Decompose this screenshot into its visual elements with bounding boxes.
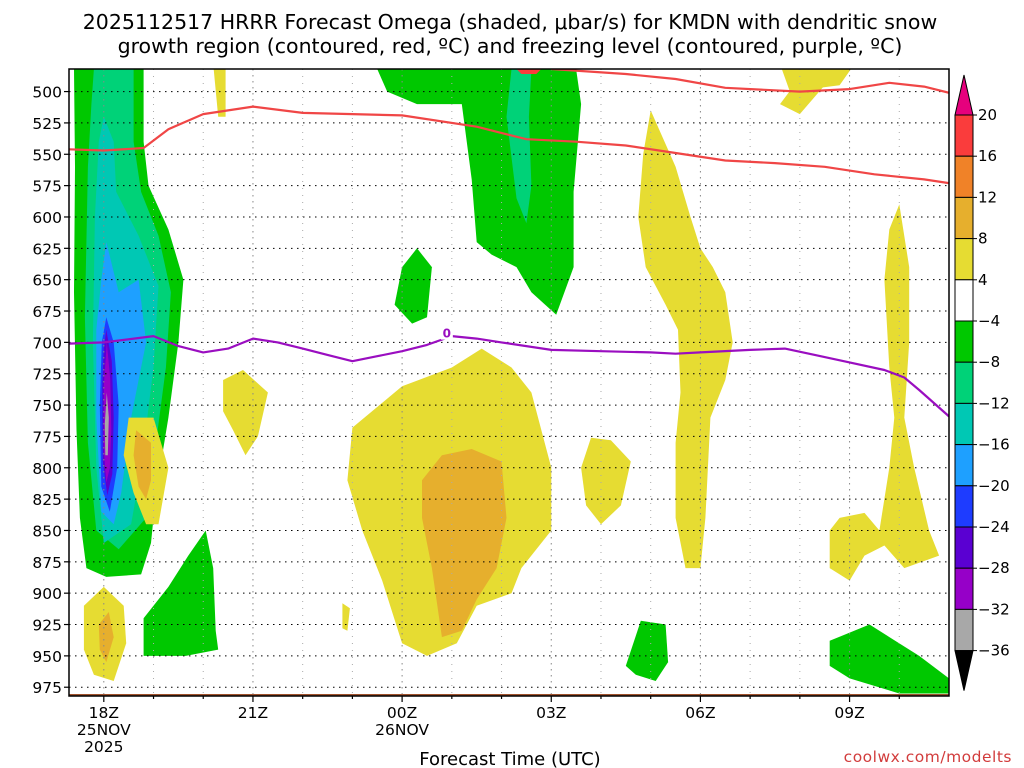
- omega-region--8to-4: [143, 530, 219, 656]
- y-tick-label: 950: [32, 648, 62, 666]
- freezing-level-contour: [69, 335, 949, 418]
- x-tick-label: 26NOV: [375, 721, 429, 739]
- omega-region-4to8: [223, 370, 268, 456]
- colorbar-swatch: [954, 196, 974, 240]
- x-tick-label: 21Z: [238, 704, 268, 722]
- y-tick-label: 975: [32, 679, 62, 697]
- colorbar-label: 8: [978, 230, 988, 248]
- freezing-level-label-bg: [440, 325, 453, 340]
- y-tick-label: 750: [32, 397, 62, 415]
- y-axis: 500 525 550 575 600 625 650 675 700 725 750 775 800 8…: [32, 84, 69, 697]
- y-tick-label: 500: [32, 84, 62, 102]
- omega-region-4to8: [780, 77, 825, 115]
- omega-region-4to8: [581, 437, 631, 525]
- colorbar-swatch: [954, 238, 974, 281]
- colorbar-label: −4: [978, 312, 1000, 330]
- colorbar-label: −20: [978, 477, 1010, 495]
- omega-region-16to20: [516, 69, 542, 74]
- y-tick-label: 875: [32, 554, 62, 572]
- colorbar-label: 12: [978, 188, 997, 206]
- omega-region--12to-8: [506, 69, 532, 224]
- colorbar-label: 20: [978, 106, 997, 124]
- y-tick-label: 525: [32, 115, 62, 133]
- dgz-contour-red-lower: [551, 69, 949, 94]
- colorbar-swatch: [954, 444, 974, 487]
- omega-region-4to8: [342, 603, 350, 631]
- colorbar-label: −8: [978, 353, 1000, 371]
- omega-region-4to8: [829, 204, 940, 581]
- omega-region--8to-4: [829, 624, 949, 694]
- omega-region--8to-4: [394, 248, 432, 324]
- colorbar-swatch: [954, 114, 974, 157]
- colorbar-arrow-top: [954, 74, 974, 116]
- grid-lines: [69, 69, 949, 696]
- y-tick-label: 550: [32, 146, 62, 164]
- y-tick-label: 575: [32, 178, 62, 196]
- colorbar-swatch: [954, 608, 974, 652]
- colorbar-label: 16: [978, 147, 997, 165]
- colorbar-swatch: [954, 402, 974, 446]
- colorbar-swatch: [954, 320, 974, 363]
- omega-region-8to12: [133, 430, 151, 500]
- omega-region-8to12: [98, 612, 114, 663]
- y-tick-label: 925: [32, 617, 62, 635]
- y-tick-label: 675: [32, 303, 62, 321]
- freezing-level-label: 0: [443, 327, 451, 341]
- chart-title-line-2: growth region (contoured, red, ºC) and f…: [118, 34, 903, 58]
- colorbar-label: −28: [978, 559, 1010, 577]
- contour-lines: 0: [69, 69, 949, 418]
- ground-surface: [69, 694, 949, 696]
- omega-region-8to12: [422, 449, 507, 638]
- x-tick-label: 09Z: [834, 704, 864, 722]
- y-tick-label: 700: [32, 334, 62, 352]
- omega-region--8to-4: [625, 620, 669, 681]
- colorbar-swatch: [954, 526, 974, 569]
- x-axis-title: Forecast Time (UTC): [419, 749, 600, 768]
- colorbar-label: −36: [978, 642, 1010, 660]
- omega-region--36to-32: [104, 392, 109, 456]
- colorbar-label: −32: [978, 600, 1010, 618]
- colorbar-swatch: [954, 485, 974, 528]
- colorbar-label: −12: [978, 394, 1010, 412]
- plot-frame: [68, 68, 950, 697]
- y-tick-label: 900: [32, 585, 62, 603]
- omega-region-4to8: [638, 110, 733, 569]
- credit-text: coolwx.com/modelts: [844, 748, 1012, 766]
- colorbar-swatch: [954, 155, 974, 198]
- colorbar: 20 16 12 8 4 −4 −8 −12 −16 −20 −24 −28 −32 −36: [954, 74, 1010, 691]
- y-tick-label: 625: [32, 240, 62, 258]
- colorbar-swatch: [954, 279, 974, 322]
- x-tick-label: 18Z: [89, 704, 119, 722]
- colorbar-label: −24: [978, 518, 1010, 536]
- chart-title-line-1: 2025112517 HRRR Forecast Omega (shaded, …: [83, 10, 937, 34]
- x-tick-label: 03Z: [536, 704, 566, 722]
- colorbar-label: 4: [978, 271, 988, 289]
- y-tick-label: 800: [32, 460, 62, 478]
- omega-shading: [74, 69, 949, 694]
- colorbar-label: −16: [978, 436, 1010, 454]
- y-tick-label: 775: [32, 428, 62, 446]
- ground-bar: [69, 694, 949, 696]
- colorbar-swatch: [954, 567, 974, 610]
- x-tick-label: 2025: [84, 738, 123, 756]
- omega-region-4to8: [213, 69, 226, 117]
- dgz-contour-red-upper: [69, 105, 949, 185]
- y-tick-label: 725: [32, 366, 62, 384]
- x-tick-label: 00Z: [387, 704, 417, 722]
- x-tick-label: 25NOV: [77, 721, 131, 739]
- y-tick-label: 650: [32, 272, 62, 290]
- colorbar-arrow-bottom: [954, 650, 974, 691]
- omega-region--8to-4: [377, 69, 582, 315]
- x-tick-label: 06Z: [685, 704, 715, 722]
- y-tick-label: 825: [32, 491, 62, 509]
- y-tick-label: 850: [32, 522, 62, 540]
- colorbar-swatch: [954, 361, 974, 404]
- y-tick-label: 600: [32, 209, 62, 227]
